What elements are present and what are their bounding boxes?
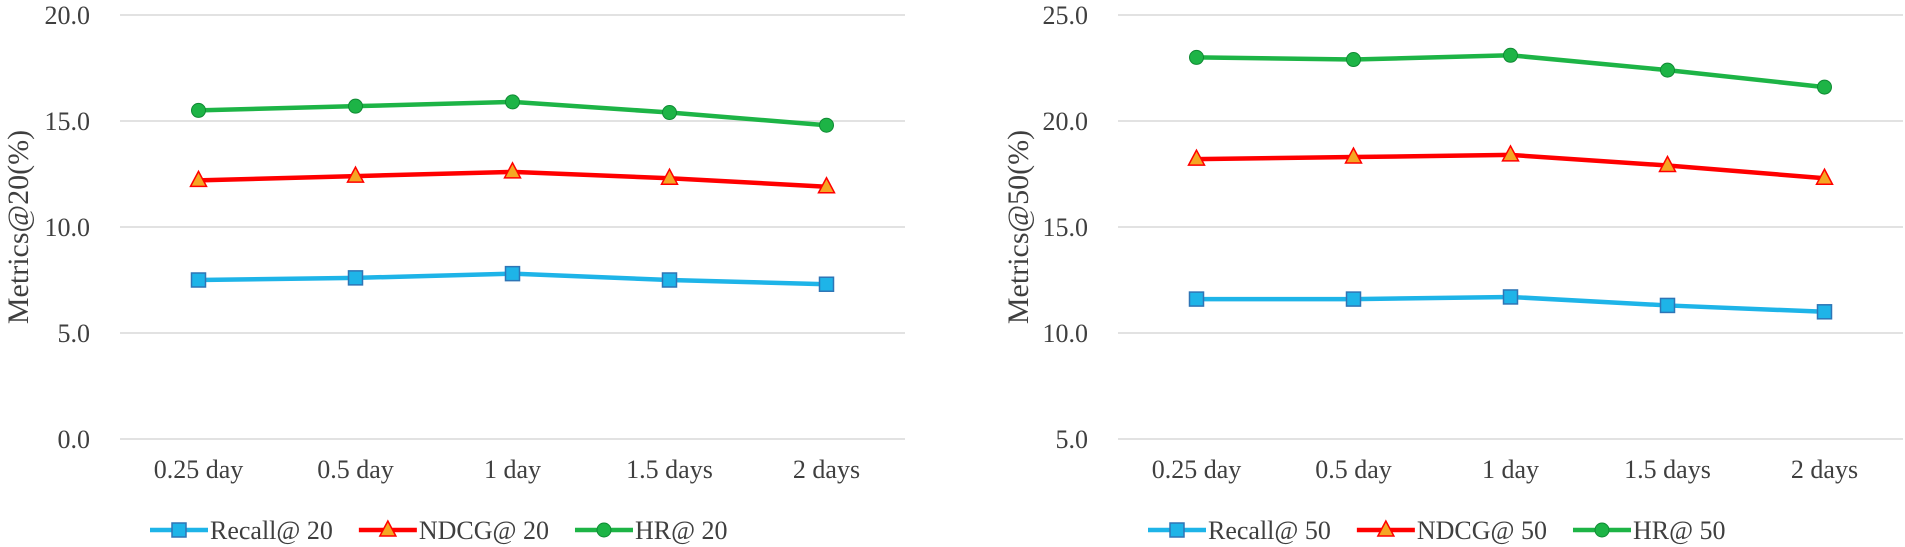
legend-label: HR@ 20 (635, 516, 728, 545)
data-point-marker (347, 270, 364, 286)
chart-panel-2: 5.0 10.0 15.0 20.0 25.0 0.25 day 0.5 day 1 day 1… (1002, 1, 1903, 545)
legend-item: Recall@ 20 (150, 516, 333, 545)
data-point-marker (817, 176, 836, 194)
chart-panel-1: 0.0 5.0 10.0 15.0 20.0 0.25 day 0.5 day 1 day 1.… (2, 1, 905, 545)
y-tick-label: 25.0 (1043, 1, 1089, 30)
data-point-marker (505, 94, 520, 110)
data-point-marker (1815, 167, 1834, 185)
data-point-marker (191, 102, 206, 118)
y-tick-label: 10.0 (45, 213, 91, 242)
series-2 (1187, 144, 1834, 185)
x-tick-label: 2 days (793, 455, 860, 484)
data-point-marker (1346, 52, 1361, 68)
legend-item: HR@ 20 (574, 516, 728, 545)
legend-item: Recall@ 50 (1148, 516, 1331, 545)
data-point-marker (190, 272, 207, 288)
y-axis-title: Metrics@50(%) (1002, 130, 1035, 324)
data-point-marker (1659, 297, 1676, 314)
y-tick-label: 5.0 (58, 319, 91, 348)
data-point-marker (660, 167, 679, 185)
x-tick-label: 1.5 days (626, 455, 713, 484)
data-point-marker (662, 105, 677, 121)
legend-label: Recall@ 20 (210, 516, 333, 545)
series-1 (1188, 289, 1833, 320)
data-point-marker (504, 265, 521, 282)
legend-label: HR@ 50 (1633, 516, 1726, 545)
series-3 (1189, 47, 1832, 95)
legend-label: NDCG@ 50 (1417, 516, 1547, 545)
data-point-marker (661, 272, 678, 288)
series-2 (189, 161, 836, 194)
legend-label: NDCG@ 20 (419, 516, 549, 545)
legend-item: HR@ 50 (1572, 516, 1726, 545)
x-tick-label: 1 day (484, 455, 541, 484)
data-point-marker (1660, 62, 1675, 78)
data-point-marker (1187, 148, 1206, 166)
legend: Recall@ 20 NDCG@ 20 HR@ 20 (150, 516, 728, 545)
legend-label: Recall@ 50 (1208, 516, 1331, 545)
series-1 (190, 265, 835, 292)
y-tick-label: 15.0 (1043, 213, 1089, 242)
y-tick-label: 0.0 (58, 425, 91, 454)
data-point-marker (1502, 289, 1519, 305)
data-point-marker (503, 161, 522, 179)
data-point-marker (1816, 304, 1833, 320)
y-tick-label: 15.0 (45, 107, 91, 136)
data-point-marker (348, 98, 363, 114)
data-point-marker (1501, 144, 1520, 162)
x-tick-label: 1.5 days (1624, 455, 1711, 484)
x-tick-label: 0.5 day (317, 455, 394, 484)
data-point-marker (819, 117, 834, 133)
legend: Recall@ 50 NDCG@ 50 HR@ 50 (1148, 516, 1726, 545)
data-point-marker (1189, 49, 1204, 65)
legend-swatch-marker (1594, 522, 1610, 538)
y-axis-title: Metrics@20(%) (2, 130, 35, 324)
legend-swatch-marker (596, 522, 612, 538)
data-point-marker (818, 276, 835, 292)
legend-swatch-marker (378, 519, 398, 537)
x-tick-label: 1 day (1482, 455, 1539, 484)
y-tick-label: 10.0 (1043, 319, 1089, 348)
legend-item: NDCG@ 20 (358, 516, 549, 545)
x-tick-label: 0.5 day (1315, 455, 1392, 484)
legend-swatch-marker (1376, 519, 1396, 537)
x-tick-label: 0.25 day (1152, 455, 1242, 484)
y-tick-label: 20.0 (1043, 107, 1089, 136)
data-point-marker (1345, 291, 1362, 307)
data-point-marker (1188, 291, 1205, 307)
x-tick-label: 2 days (1791, 455, 1858, 484)
y-tick-label: 20.0 (45, 1, 91, 30)
data-point-marker (1344, 146, 1363, 164)
legend-item: NDCG@ 50 (1356, 516, 1547, 545)
data-point-marker (346, 165, 365, 183)
data-point-marker (1817, 79, 1832, 95)
legend-swatch-marker (171, 522, 187, 538)
data-point-marker (1503, 47, 1518, 63)
legend-swatch-marker (1169, 522, 1185, 538)
series-3 (191, 94, 834, 133)
data-point-marker (1658, 154, 1677, 173)
x-tick-label: 0.25 day (154, 455, 244, 484)
data-point-marker (189, 169, 208, 188)
y-tick-label: 5.0 (1056, 425, 1089, 454)
